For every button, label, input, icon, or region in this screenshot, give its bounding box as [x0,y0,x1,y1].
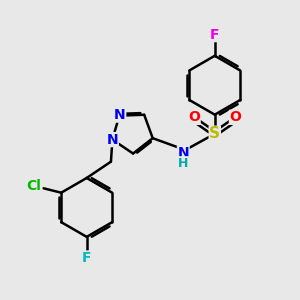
Text: N: N [114,108,126,122]
Text: F: F [210,28,220,42]
Text: O: O [230,110,241,124]
Text: S: S [209,126,220,141]
Text: O: O [188,110,200,124]
Text: F: F [82,251,92,265]
Text: Cl: Cl [27,179,41,193]
Text: H: H [178,157,188,170]
Text: N: N [178,146,189,160]
Text: N: N [106,133,118,147]
